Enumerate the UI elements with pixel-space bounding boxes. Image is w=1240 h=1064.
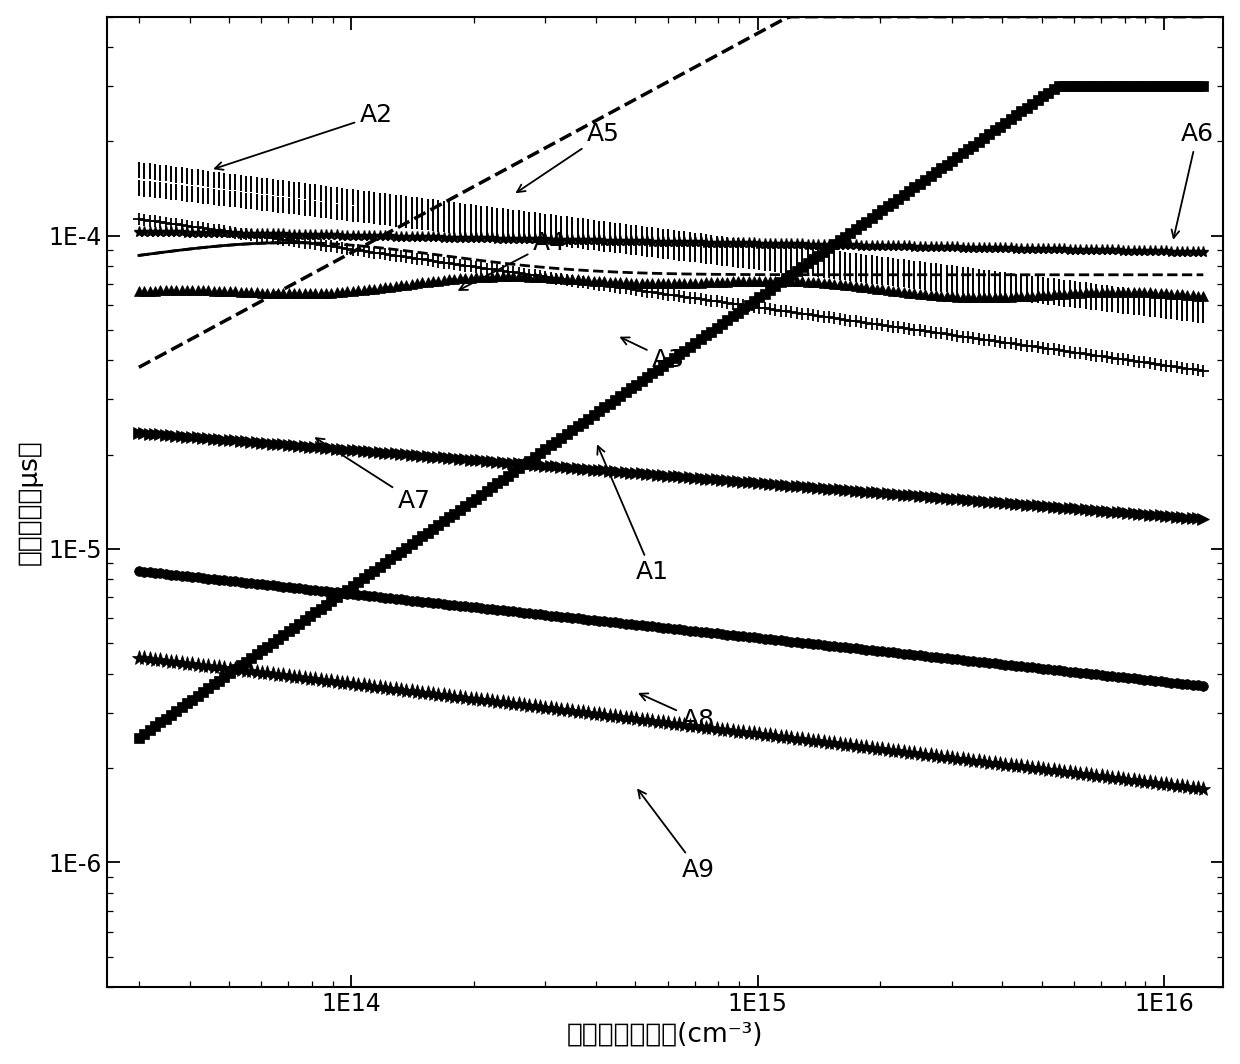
Text: A7: A7 [316, 438, 430, 513]
Text: A9: A9 [639, 789, 714, 882]
X-axis label: 少数载流子密度(cm⁻³): 少数载流子密度(cm⁻³) [567, 1021, 764, 1047]
Text: A6: A6 [1172, 122, 1214, 238]
Text: A2: A2 [215, 103, 393, 170]
Text: A3: A3 [621, 337, 686, 372]
Y-axis label: 少子寿命（μs）: 少子寿命（μs） [16, 439, 42, 565]
Text: A1: A1 [598, 446, 668, 584]
Text: A4: A4 [459, 231, 567, 290]
Text: A5: A5 [517, 122, 620, 193]
Text: A8: A8 [640, 694, 714, 732]
